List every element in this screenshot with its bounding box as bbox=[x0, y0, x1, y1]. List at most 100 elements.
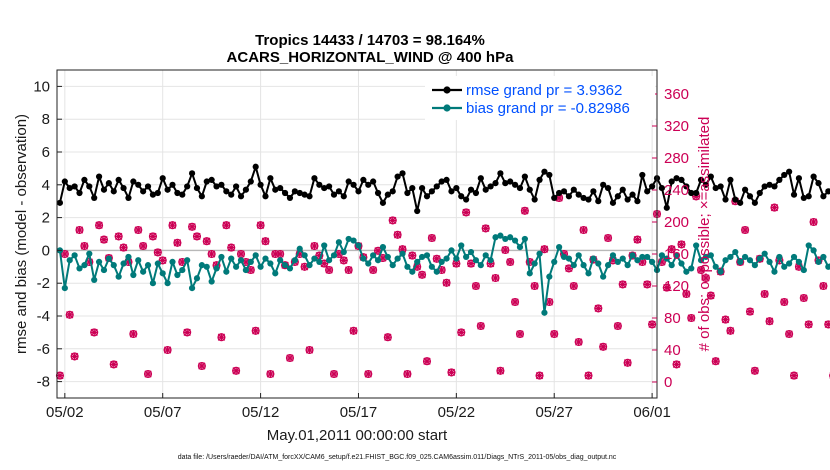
data-point-bias bbox=[428, 263, 435, 270]
obs-assimilated-marker bbox=[408, 251, 417, 260]
data-point-bias bbox=[673, 252, 680, 259]
data-point-rmse bbox=[614, 193, 621, 200]
data-point-bias bbox=[330, 252, 338, 259]
data-point-bias bbox=[203, 263, 210, 270]
y-right-tick-label: 80 bbox=[664, 310, 681, 327]
data-point-bias bbox=[262, 255, 269, 262]
data-point-bias bbox=[712, 263, 719, 270]
data-point-bias bbox=[472, 257, 480, 264]
data-point-bias bbox=[223, 268, 230, 275]
data-point-rmse bbox=[350, 181, 357, 188]
data-point-bias bbox=[649, 258, 656, 265]
data-point-rmse bbox=[766, 181, 773, 188]
data-point-bias bbox=[766, 258, 773, 265]
x-axis-label: May.01,2011 00:00:00 start bbox=[267, 427, 448, 444]
data-point-rmse bbox=[316, 181, 323, 188]
data-point-rmse bbox=[516, 184, 524, 192]
data-point-bias bbox=[805, 242, 812, 249]
obs-assimilated-marker bbox=[418, 270, 426, 279]
obs-assimilated-marker bbox=[751, 366, 759, 375]
obs-assimilated-marker bbox=[790, 371, 798, 380]
data-point-rmse bbox=[820, 193, 827, 200]
data-point-bias bbox=[360, 255, 367, 262]
x-tick-label: 05/07 bbox=[144, 404, 182, 421]
data-point-rmse bbox=[472, 189, 480, 197]
obs-assimilated-marker bbox=[476, 322, 485, 330]
data-point-bias bbox=[76, 265, 83, 272]
data-point-bias bbox=[316, 258, 323, 265]
y-axis-right-label: # of obs: o=possible; ×=assimilated bbox=[696, 117, 713, 352]
data-point-bias bbox=[668, 262, 675, 269]
obs-assimilated-marker bbox=[457, 328, 466, 337]
data-point-rmse bbox=[732, 196, 739, 203]
data-point-rmse bbox=[61, 178, 68, 185]
data-point-rmse bbox=[433, 183, 440, 190]
data-point-bias bbox=[91, 276, 98, 284]
obs-assimilated-marker bbox=[364, 370, 373, 378]
data-point-bias bbox=[810, 247, 817, 254]
data-point-rmse bbox=[693, 189, 700, 197]
data-point-rmse bbox=[272, 186, 279, 193]
data-point-bias bbox=[218, 253, 225, 261]
x-tick-label: 05/02 bbox=[46, 404, 84, 421]
data-point-rmse bbox=[203, 178, 210, 185]
data-point-rmse bbox=[198, 193, 205, 200]
obs-assimilated-marker bbox=[168, 221, 177, 230]
data-point-rmse bbox=[590, 188, 597, 195]
obs-assimilated-marker bbox=[227, 243, 236, 252]
data-point-rmse bbox=[776, 176, 783, 183]
data-point-bias bbox=[467, 248, 475, 256]
data-point-bias bbox=[198, 262, 205, 269]
data-point-rmse bbox=[326, 183, 333, 190]
data-point-rmse bbox=[565, 193, 573, 200]
data-point-bias bbox=[507, 234, 514, 241]
data-point-rmse bbox=[149, 191, 157, 198]
data-point-rmse bbox=[365, 181, 372, 188]
data-point-rmse bbox=[756, 189, 763, 197]
data-point-rmse bbox=[193, 184, 201, 192]
data-point-rmse bbox=[340, 193, 347, 200]
data-point-rmse bbox=[404, 189, 411, 197]
data-point-bias bbox=[233, 263, 240, 270]
data-point-rmse bbox=[394, 173, 401, 180]
obs-assimilated-marker bbox=[604, 234, 612, 242]
data-point-bias bbox=[404, 263, 411, 270]
data-point-rmse bbox=[790, 191, 798, 198]
obs-assimilated-marker bbox=[149, 232, 157, 241]
data-point-rmse bbox=[56, 199, 64, 206]
obs-assimilated-marker bbox=[574, 338, 583, 346]
data-point-bias bbox=[604, 262, 612, 269]
data-point-bias bbox=[702, 253, 710, 261]
data-point-rmse bbox=[345, 178, 352, 185]
obs-assimilated-marker bbox=[134, 226, 143, 234]
data-point-rmse bbox=[526, 186, 533, 193]
obs-assimilated-marker bbox=[217, 333, 226, 342]
data-point-bias bbox=[95, 258, 103, 265]
obs-assimilated-marker bbox=[770, 203, 779, 212]
data-point-rmse bbox=[497, 170, 504, 177]
data-point-bias bbox=[213, 265, 220, 272]
obs-assimilated-marker bbox=[222, 221, 231, 230]
data-point-bias bbox=[110, 262, 117, 269]
obs-assimilated-marker bbox=[75, 226, 84, 234]
data-point-rmse bbox=[286, 194, 294, 202]
data-point-bias bbox=[741, 253, 749, 261]
obs-assimilated-marker bbox=[516, 330, 524, 338]
data-point-rmse bbox=[291, 188, 298, 195]
data-point-rmse bbox=[502, 180, 509, 187]
obs-assimilated-marker bbox=[202, 237, 211, 246]
data-point-rmse bbox=[66, 184, 73, 192]
data-point-rmse bbox=[86, 183, 93, 190]
y-tick-label: 8 bbox=[42, 111, 50, 128]
obs-assimilated-marker bbox=[799, 294, 808, 302]
legend-marker-bias bbox=[443, 104, 451, 112]
data-point-bias bbox=[580, 262, 587, 269]
y-right-tick-label: 240 bbox=[664, 182, 689, 199]
legend: rmse grand pr = 3.9362 bias grand pr = -… bbox=[425, 76, 655, 120]
data-point-bias bbox=[130, 271, 137, 279]
data-point-rmse bbox=[164, 186, 171, 193]
data-point-rmse bbox=[556, 189, 563, 197]
data-point-rmse bbox=[252, 163, 259, 170]
data-point-rmse bbox=[815, 180, 822, 187]
